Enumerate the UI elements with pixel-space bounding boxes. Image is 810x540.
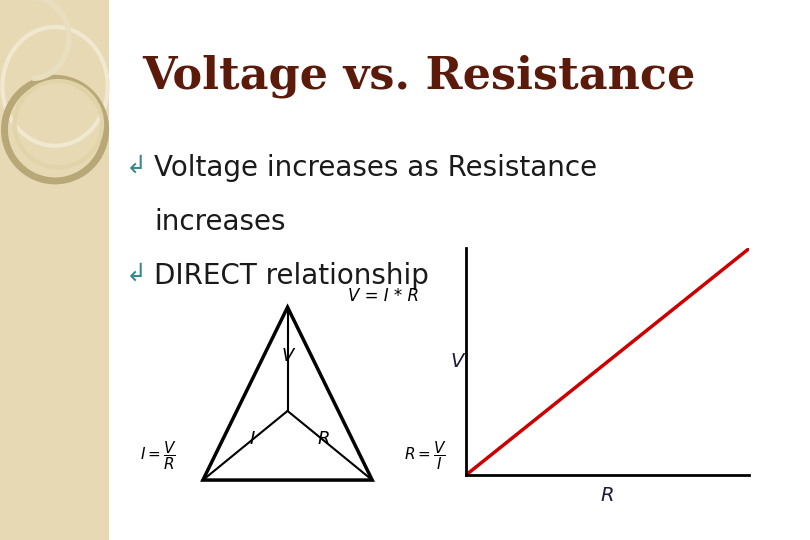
Text: $I = \dfrac{V}{R}$: $I = \dfrac{V}{R}$	[140, 440, 177, 472]
Text: Voltage vs. Resistance: Voltage vs. Resistance	[142, 54, 695, 98]
X-axis label: R: R	[601, 487, 614, 505]
Bar	[0, 0, 109, 540]
Text: DIRECT relationship: DIRECT relationship	[154, 262, 428, 290]
Text: increases: increases	[154, 208, 285, 236]
Text: ↲: ↲	[126, 154, 147, 178]
Text: Voltage increases as Resistance: Voltage increases as Resistance	[154, 154, 597, 182]
Text: V = I * R: V = I * R	[348, 287, 420, 305]
Y-axis label: V: V	[450, 352, 464, 372]
Text: $R = \dfrac{V}{I}$: $R = \dfrac{V}{I}$	[403, 440, 446, 472]
Text: R: R	[318, 430, 330, 448]
Text: ↲: ↲	[126, 262, 147, 286]
Text: V: V	[281, 347, 294, 366]
Text: I: I	[249, 430, 254, 448]
